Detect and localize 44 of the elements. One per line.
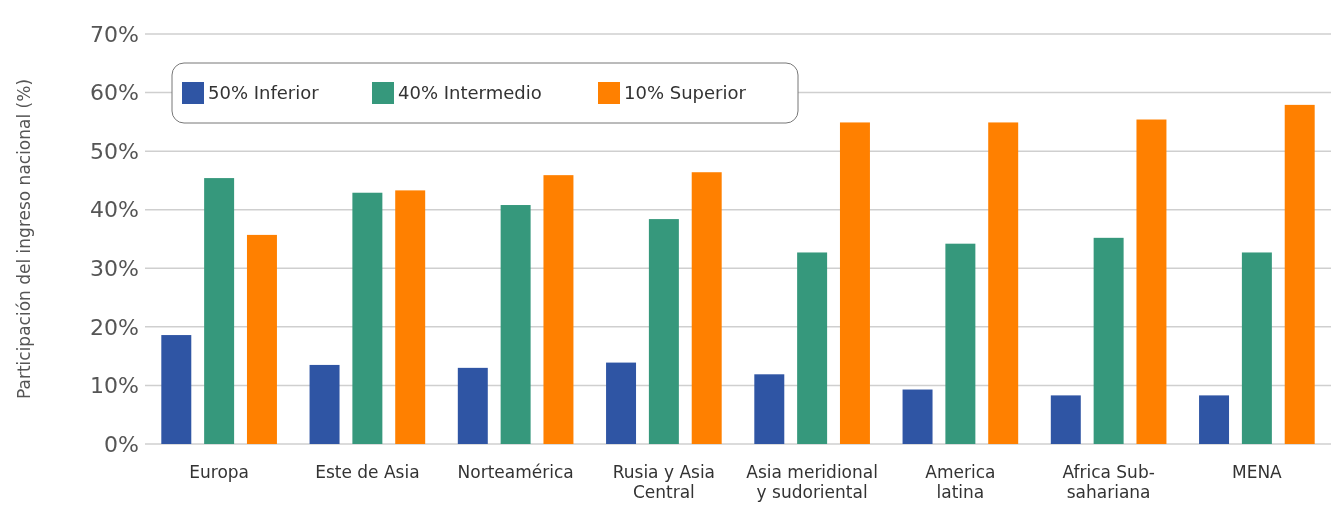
x-tick-label: Africa Sub- sahariana — [1062, 462, 1155, 502]
bar — [457, 367, 488, 444]
bar — [606, 362, 637, 444]
x-tick-label: Europa — [189, 462, 249, 482]
y-tick-label: 70% — [90, 21, 139, 47]
legend-label: 10% Superior — [624, 82, 747, 104]
bar — [988, 122, 1019, 444]
y-tick-label: 10% — [90, 373, 139, 399]
bar — [543, 175, 574, 444]
bar — [1241, 252, 1272, 444]
y-tick-label: 20% — [90, 314, 139, 340]
legend-label: 50% Inferior — [208, 82, 320, 104]
bar — [648, 219, 679, 444]
x-tick-label: Norteamérica — [457, 462, 574, 482]
bar — [1050, 395, 1081, 444]
bar — [754, 374, 785, 444]
bar — [352, 192, 383, 444]
y-axis-title: Participación del ingreso nacional (%) — [14, 78, 34, 400]
bar — [500, 205, 531, 444]
x-tick-label: Asia meridional y sudoriental — [746, 462, 878, 502]
y-tick-label: 30% — [90, 255, 139, 281]
bar — [1136, 119, 1167, 444]
bar — [161, 335, 192, 444]
bar — [1284, 104, 1315, 444]
x-tick-label: America latina — [925, 462, 996, 502]
bar — [246, 234, 277, 444]
y-tick-label: 50% — [90, 138, 139, 164]
bar — [309, 364, 340, 444]
bar — [1199, 395, 1230, 444]
bar — [204, 178, 235, 444]
x-tick-label: Este de Asia — [315, 462, 420, 482]
bar — [902, 389, 933, 444]
bar — [797, 252, 828, 444]
y-tick-label: 0% — [104, 431, 139, 457]
bar — [395, 190, 426, 444]
bar — [839, 122, 870, 444]
bar — [691, 172, 722, 444]
x-tick-label: Rusia y Asia Central — [612, 462, 716, 502]
bar — [1093, 237, 1124, 444]
y-tick-label: 40% — [90, 197, 139, 223]
legend-label: 40% Intermedio — [398, 82, 542, 104]
y-tick-label: 60% — [90, 80, 139, 106]
x-tick-label: MENA — [1231, 462, 1283, 482]
bar — [945, 243, 976, 444]
